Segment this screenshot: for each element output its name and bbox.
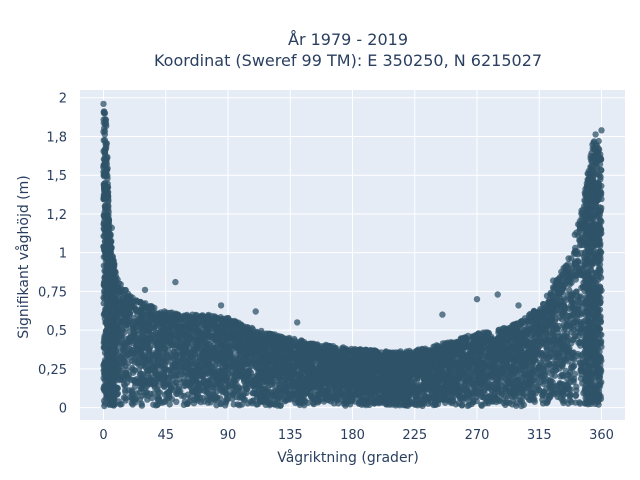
data-point: [135, 366, 143, 373]
data-point: [132, 306, 139, 314]
data-point: [539, 392, 546, 399]
data-point: [231, 383, 239, 391]
data-point: [174, 388, 181, 395]
data-point: [571, 370, 579, 378]
data-points: [100, 100, 605, 410]
data-point: [543, 331, 550, 338]
data-point: [548, 371, 556, 378]
data-point: [576, 359, 583, 366]
data-point: [236, 394, 243, 401]
data-point: [181, 378, 188, 385]
data-point: [287, 383, 294, 390]
data-point: [230, 401, 237, 408]
chart-title-line2: Koordinat (Sweref 99 TM): E 350250, N 62…: [154, 51, 542, 70]
data-point: [554, 329, 562, 336]
data-point: [573, 387, 580, 394]
chart-title-line1: År 1979 - 2019: [288, 30, 408, 49]
